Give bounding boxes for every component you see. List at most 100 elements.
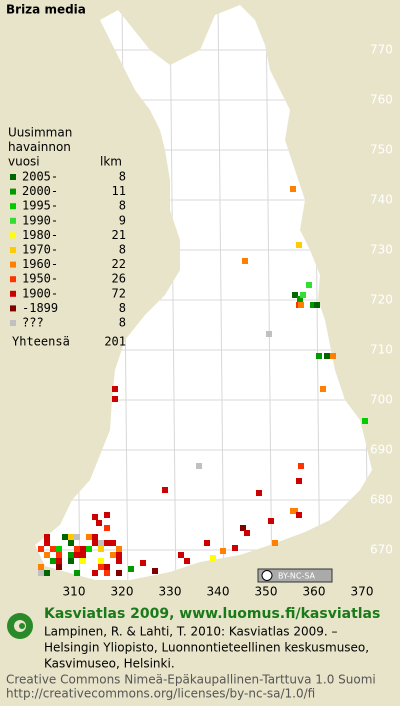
citation: Lampinen, R. & Lahti, T. 2010: Kasviatla… <box>44 625 338 639</box>
northing-label: 710 <box>370 343 393 357</box>
observation <box>290 508 296 514</box>
observation <box>296 478 302 484</box>
observation <box>56 558 62 564</box>
site: Kasviatlas 2009, www.luomus.fi/kasviatla… <box>44 606 380 622</box>
observation <box>44 552 50 558</box>
observation <box>140 560 146 566</box>
citation: Helsingin Yliopisto, Luonnontieteellinen… <box>44 641 369 655</box>
observation <box>68 558 74 564</box>
northing-label: 670 <box>370 543 393 557</box>
easting-label: 310 <box>63 585 86 599</box>
legend-total-label: Yhteensä <box>12 335 70 349</box>
observation <box>292 292 298 298</box>
observation <box>98 564 104 570</box>
observation <box>297 296 303 302</box>
legend-heading: Uusimman <box>8 126 72 140</box>
observation <box>80 552 86 558</box>
legend-count: 11 <box>112 184 126 198</box>
observation <box>44 540 50 546</box>
observation <box>92 534 98 540</box>
observation <box>68 534 74 540</box>
observation <box>314 302 320 308</box>
observation <box>116 558 122 564</box>
observation <box>38 564 44 570</box>
observations <box>38 186 368 576</box>
observation <box>324 353 330 359</box>
observation <box>220 548 226 554</box>
observation <box>104 540 110 546</box>
legend-count: 8 <box>119 170 126 184</box>
easting-label: 340 <box>207 585 230 599</box>
legend-count: 21 <box>112 228 126 242</box>
observation <box>306 282 312 288</box>
legend-label: 1995- <box>22 199 58 213</box>
northing-label: 740 <box>370 193 393 207</box>
legend-count: 8 <box>119 316 126 330</box>
observation <box>320 386 326 392</box>
legend-count: 8 <box>119 243 126 257</box>
northing-label: 680 <box>370 493 393 507</box>
observation <box>50 546 56 552</box>
legend-heading: vuosi <box>8 155 40 169</box>
legend-label: 1960- <box>22 257 58 271</box>
northing-label: 750 <box>370 143 393 157</box>
observation <box>256 490 262 496</box>
observation <box>74 552 80 558</box>
observation <box>44 570 50 576</box>
legend-count: 72 <box>112 286 126 300</box>
easting-label: 320 <box>111 585 134 599</box>
observation <box>112 386 118 392</box>
legend-swatch <box>10 261 16 268</box>
easting-label: 370 <box>351 585 374 599</box>
observation <box>232 545 238 551</box>
observation <box>242 258 248 264</box>
legend-swatch <box>10 247 16 253</box>
legend-swatch <box>10 217 16 224</box>
observation <box>296 242 302 248</box>
legend-total: 201 <box>104 335 126 349</box>
observation <box>38 570 44 576</box>
legend-swatch <box>10 188 16 195</box>
title: Briza media <box>6 3 86 17</box>
observation <box>196 463 202 469</box>
observation <box>178 552 184 558</box>
observation <box>110 552 116 558</box>
observation <box>362 418 368 424</box>
observation <box>204 540 210 546</box>
observation <box>266 331 272 337</box>
legend-swatch <box>10 320 16 326</box>
observation <box>104 525 110 531</box>
northing-label: 770 <box>370 43 393 57</box>
observation <box>96 520 102 526</box>
observation <box>38 546 44 552</box>
legend-count: 8 <box>119 199 126 213</box>
observation <box>92 540 98 546</box>
northing-label: 730 <box>370 243 393 257</box>
easting-label: 360 <box>303 585 326 599</box>
northing-label: 760 <box>370 93 393 107</box>
observation <box>112 396 118 402</box>
citation: Kasvimuseo, Helsinki. <box>44 657 175 671</box>
observation <box>86 546 92 552</box>
northing-label: 700 <box>370 393 393 407</box>
observation <box>74 534 80 540</box>
observation <box>162 487 168 493</box>
legend-label: 1970- <box>22 243 58 257</box>
observation <box>298 463 304 469</box>
legend-swatch <box>10 305 16 312</box>
legend-count-heading: lkm <box>100 155 122 169</box>
legend-label: 1980- <box>22 228 58 242</box>
observation <box>116 546 122 552</box>
legend-count: 9 <box>119 213 126 227</box>
observation <box>300 292 306 298</box>
legend-label: 1950- <box>22 272 58 286</box>
legend-swatch <box>10 276 16 283</box>
logo <box>7 613 33 639</box>
observation <box>104 564 110 570</box>
observation <box>86 534 92 540</box>
observation <box>268 518 274 524</box>
observation <box>68 552 74 558</box>
observation <box>152 568 158 574</box>
